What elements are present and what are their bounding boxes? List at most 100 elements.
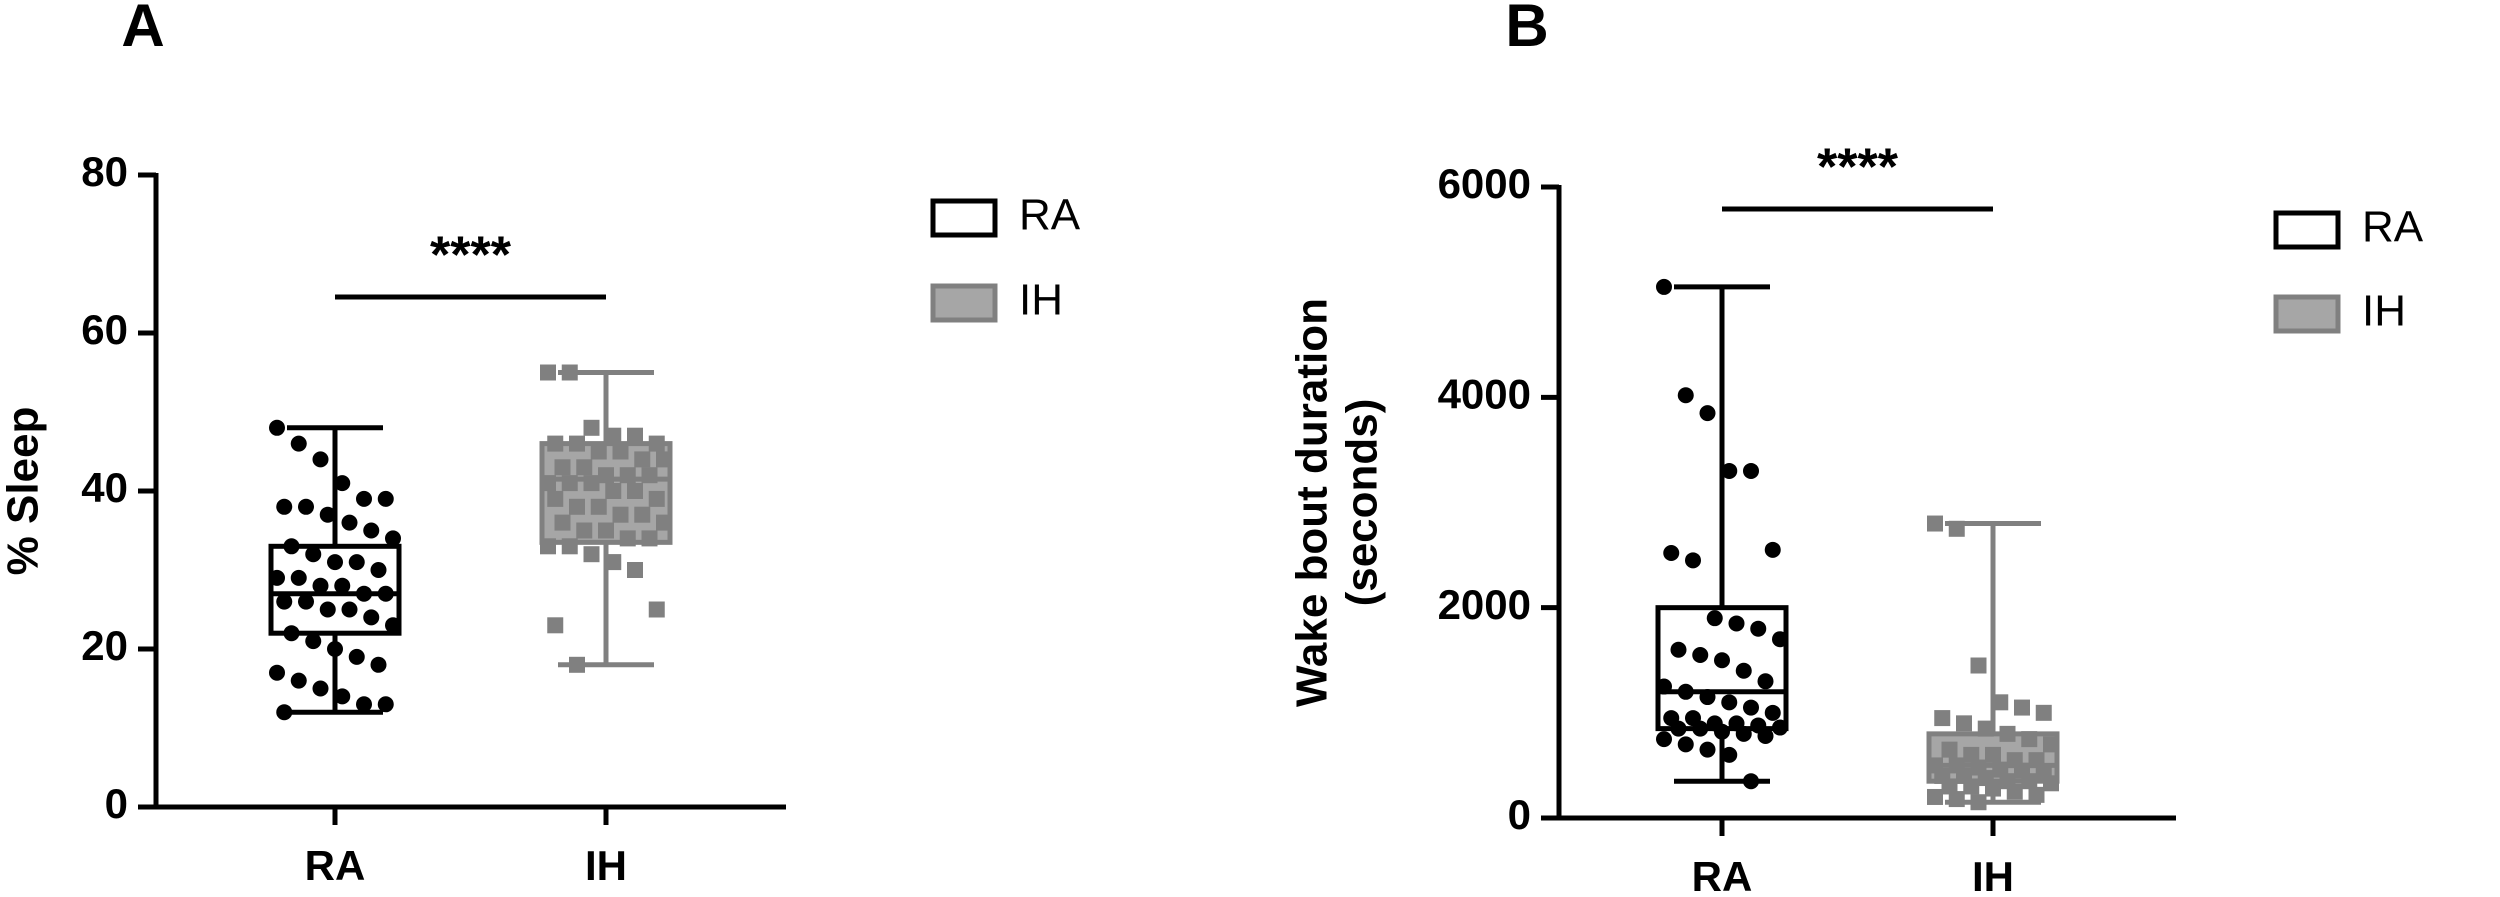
data-point xyxy=(1764,541,1781,558)
data-point xyxy=(569,656,585,673)
data-point xyxy=(1757,673,1774,690)
legend-swatch xyxy=(2273,294,2341,334)
data-point xyxy=(554,459,571,476)
data-point xyxy=(1663,544,1680,561)
data-point xyxy=(1735,725,1752,742)
data-point xyxy=(363,609,380,626)
x-tick-label: RA xyxy=(1692,853,1753,897)
data-point xyxy=(341,601,358,618)
data-point xyxy=(605,554,622,571)
data-point xyxy=(283,625,300,642)
data-point xyxy=(1699,741,1716,758)
data-point xyxy=(547,490,564,507)
data-point xyxy=(1685,552,1701,569)
data-point xyxy=(1728,615,1745,632)
y-tick-label: 40 xyxy=(81,464,128,511)
data-point xyxy=(1941,778,1958,795)
data-point xyxy=(1750,620,1767,637)
legend-swatch xyxy=(930,283,998,323)
data-point xyxy=(1956,715,1972,732)
y-tick-label: 6000 xyxy=(1438,160,1531,207)
data-point xyxy=(1970,657,1987,674)
data-point xyxy=(1670,641,1687,658)
data-point xyxy=(356,490,372,507)
data-point xyxy=(319,506,336,523)
data-point xyxy=(1656,278,1672,295)
legend-label: RA xyxy=(2362,203,2424,252)
data-point xyxy=(1772,719,1788,736)
data-point xyxy=(2021,731,2038,748)
panel-label: A xyxy=(121,0,164,59)
data-point xyxy=(1927,788,1943,805)
data-point xyxy=(290,672,307,689)
data-point xyxy=(276,498,293,515)
data-point xyxy=(583,419,600,436)
data-point xyxy=(312,451,329,468)
data-point xyxy=(619,530,636,547)
data-point xyxy=(327,554,343,571)
data-point xyxy=(1764,704,1781,721)
data-point xyxy=(1721,746,1738,763)
y-tick-label: 80 xyxy=(81,148,128,195)
data-point xyxy=(554,514,571,531)
y-tick-label: 2000 xyxy=(1438,581,1531,628)
x-tick-label: IH xyxy=(1972,853,2014,897)
data-point xyxy=(363,522,380,539)
data-point xyxy=(305,633,322,650)
data-point xyxy=(1948,791,1965,808)
data-point xyxy=(547,617,564,634)
data-point xyxy=(648,490,665,507)
data-point xyxy=(569,498,585,515)
y-tick-label: 0 xyxy=(1508,791,1531,838)
data-point xyxy=(612,506,629,523)
data-point xyxy=(1692,720,1709,737)
data-point xyxy=(605,427,622,444)
data-point xyxy=(2035,704,2052,721)
data-point xyxy=(627,562,643,578)
data-point xyxy=(1977,720,1994,737)
data-point xyxy=(2021,773,2038,790)
data-point xyxy=(334,577,351,594)
data-point xyxy=(1963,778,1980,795)
data-point xyxy=(1656,731,1672,748)
data-point xyxy=(634,451,651,468)
data-point xyxy=(370,656,387,673)
data-point xyxy=(561,364,578,381)
data-point xyxy=(656,514,672,531)
data-point xyxy=(1927,515,1943,532)
data-point xyxy=(348,554,365,571)
data-point xyxy=(576,522,593,539)
data-point xyxy=(312,577,329,594)
data-point xyxy=(1743,699,1759,716)
data-point xyxy=(1677,387,1694,404)
data-point xyxy=(598,522,614,539)
data-point xyxy=(1963,746,1980,763)
data-point xyxy=(305,546,322,563)
data-point xyxy=(385,617,401,634)
data-point xyxy=(1735,662,1752,679)
y-tick-label: 20 xyxy=(81,622,128,669)
data-point xyxy=(1934,710,1951,727)
legend-label: IH xyxy=(1019,276,1063,325)
data-point xyxy=(2043,736,2059,753)
data-point xyxy=(576,459,593,476)
data-point xyxy=(2043,775,2059,792)
legend-label: RA xyxy=(1019,191,1081,240)
data-point xyxy=(1999,725,2016,742)
data-point xyxy=(334,475,351,492)
data-point xyxy=(290,435,307,452)
data-point xyxy=(1670,720,1687,737)
data-point xyxy=(370,562,387,578)
data-point xyxy=(269,664,285,681)
y-axis-label: (seconds) xyxy=(1338,399,1387,607)
data-point xyxy=(334,688,351,705)
data-point xyxy=(276,704,293,721)
data-point xyxy=(540,538,556,555)
panel-label: B xyxy=(1505,0,1548,59)
significance-label: **** xyxy=(1817,139,1899,197)
data-point xyxy=(312,680,329,697)
data-point xyxy=(269,419,285,436)
data-point xyxy=(656,451,672,468)
data-point xyxy=(1721,462,1738,479)
